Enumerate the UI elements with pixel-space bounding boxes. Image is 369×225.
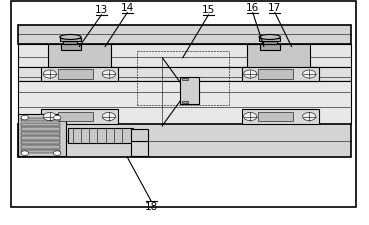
Bar — [21, 132, 60, 135]
Bar — [131, 130, 148, 141]
Bar — [68, 128, 133, 143]
Bar — [18, 45, 351, 68]
Bar — [21, 146, 60, 149]
Bar — [58, 112, 93, 122]
Circle shape — [21, 151, 28, 156]
Text: 16: 16 — [246, 3, 259, 13]
Circle shape — [102, 113, 115, 121]
Circle shape — [244, 71, 257, 79]
Bar — [21, 123, 60, 126]
Bar — [242, 68, 319, 82]
Ellipse shape — [259, 35, 280, 40]
Bar — [41, 68, 118, 82]
Bar — [182, 101, 188, 104]
Bar — [259, 39, 280, 42]
Bar — [242, 110, 319, 124]
Circle shape — [244, 113, 257, 121]
Bar — [48, 45, 111, 68]
Bar — [61, 45, 81, 51]
Text: 15: 15 — [202, 5, 215, 15]
Circle shape — [102, 71, 115, 79]
Text: 13: 13 — [95, 5, 108, 15]
Bar — [131, 142, 148, 156]
Bar — [260, 45, 280, 51]
Bar — [60, 39, 81, 42]
Bar — [21, 119, 60, 122]
Bar — [247, 45, 310, 68]
Circle shape — [303, 113, 316, 121]
Bar — [182, 79, 188, 81]
Ellipse shape — [60, 35, 81, 40]
Circle shape — [54, 151, 61, 156]
Bar — [258, 112, 293, 122]
Circle shape — [43, 71, 56, 79]
Bar — [58, 70, 93, 80]
Text: 14: 14 — [121, 3, 134, 13]
Bar — [21, 128, 60, 131]
Circle shape — [54, 116, 61, 120]
Bar — [18, 26, 351, 45]
Bar — [63, 42, 77, 45]
Bar — [18, 125, 351, 158]
Circle shape — [21, 116, 28, 120]
Bar — [41, 110, 118, 124]
Bar — [21, 137, 60, 140]
Text: 17: 17 — [268, 3, 282, 13]
Text: 18: 18 — [145, 201, 158, 211]
Bar — [258, 70, 293, 80]
Bar — [21, 150, 60, 153]
Circle shape — [43, 113, 56, 121]
Bar — [18, 82, 351, 125]
Bar — [263, 42, 277, 45]
Bar — [18, 68, 351, 82]
Bar — [21, 141, 60, 144]
Bar — [18, 115, 66, 156]
Bar — [180, 78, 199, 105]
Circle shape — [303, 71, 316, 79]
